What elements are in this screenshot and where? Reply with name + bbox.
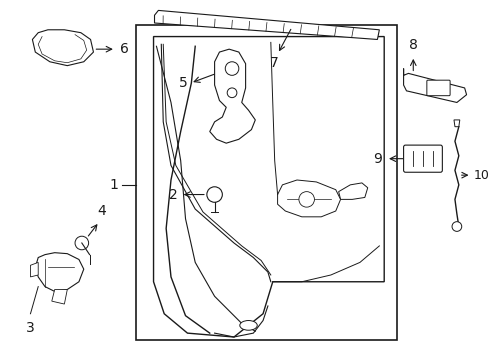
Polygon shape bbox=[154, 10, 379, 40]
Text: 10: 10 bbox=[473, 168, 489, 182]
Circle shape bbox=[452, 222, 462, 231]
Polygon shape bbox=[153, 37, 384, 337]
Bar bbox=[136, 25, 397, 340]
Text: 2: 2 bbox=[169, 188, 178, 202]
Circle shape bbox=[299, 192, 315, 207]
Polygon shape bbox=[30, 262, 38, 277]
Circle shape bbox=[227, 88, 237, 98]
Text: 3: 3 bbox=[26, 320, 35, 334]
Circle shape bbox=[225, 62, 239, 75]
FancyBboxPatch shape bbox=[427, 80, 450, 96]
Polygon shape bbox=[278, 180, 341, 217]
Circle shape bbox=[75, 236, 89, 250]
Polygon shape bbox=[339, 183, 368, 199]
Text: 4: 4 bbox=[97, 204, 105, 218]
Circle shape bbox=[207, 187, 222, 202]
Ellipse shape bbox=[240, 320, 257, 330]
Polygon shape bbox=[454, 120, 460, 127]
Polygon shape bbox=[404, 68, 466, 103]
Text: 8: 8 bbox=[409, 38, 417, 52]
Text: 9: 9 bbox=[373, 152, 382, 166]
Polygon shape bbox=[210, 49, 255, 143]
Text: 7: 7 bbox=[270, 56, 279, 70]
Text: 5: 5 bbox=[179, 76, 188, 90]
Polygon shape bbox=[52, 289, 67, 304]
Polygon shape bbox=[32, 30, 94, 66]
Text: 1: 1 bbox=[110, 178, 119, 192]
Text: 6: 6 bbox=[120, 42, 128, 56]
Polygon shape bbox=[35, 253, 84, 292]
FancyBboxPatch shape bbox=[404, 145, 442, 172]
